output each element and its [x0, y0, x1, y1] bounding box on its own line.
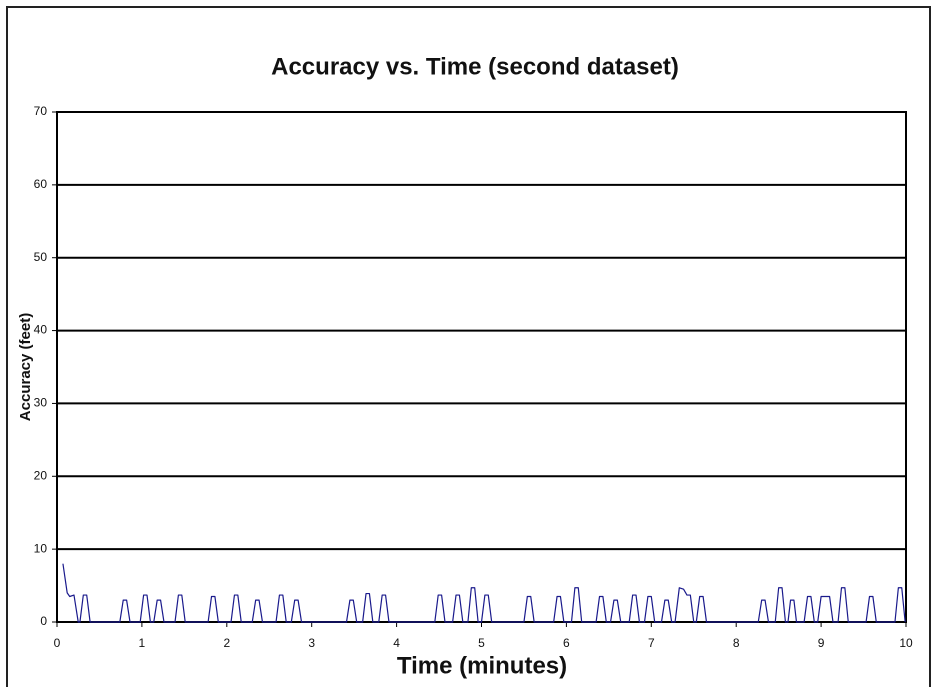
- data-line: [62, 563, 906, 623]
- y-tick-label: 0: [40, 614, 47, 628]
- x-tick-label: 7: [648, 636, 655, 650]
- x-tick-label: 1: [139, 636, 146, 650]
- x-tick-label: 4: [393, 636, 400, 650]
- x-tick-label: 3: [308, 636, 315, 650]
- x-tick-label: 5: [478, 636, 485, 650]
- chart-frame: [6, 6, 931, 687]
- x-tick-label: 10: [899, 636, 913, 650]
- x-axis-label: Time (minutes): [397, 652, 567, 679]
- x-tick-label: 2: [223, 636, 230, 650]
- x-tick-label: 0: [54, 636, 61, 650]
- x-tick-label: 8: [733, 636, 740, 650]
- y-tick-label: 10: [34, 541, 48, 555]
- x-tick-label: 6: [563, 636, 570, 650]
- y-tick-label: 60: [34, 177, 48, 191]
- y-axis-label: Accuracy (feet): [17, 313, 34, 421]
- chart-title: Accuracy vs. Time (second dataset): [271, 53, 679, 80]
- y-tick-label: 30: [34, 396, 48, 410]
- y-tick-label: 40: [34, 323, 48, 337]
- x-tick-label: 9: [818, 636, 825, 650]
- y-tick-label: 70: [34, 104, 48, 118]
- y-tick-label: 20: [34, 468, 48, 482]
- y-tick-label: 50: [34, 250, 48, 264]
